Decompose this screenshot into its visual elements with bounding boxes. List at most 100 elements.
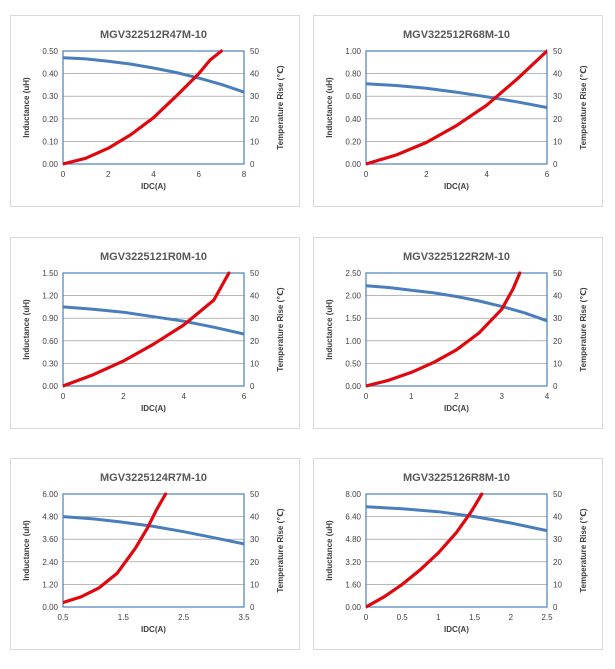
inductance-curve — [63, 515, 244, 546]
y-tick-label: 6.00 — [42, 490, 58, 499]
y2-tick-label: 40 — [553, 513, 562, 522]
y2-axis-label: Temperature Rise (℃) — [276, 508, 285, 593]
y2-tick-label: 0 — [250, 603, 255, 612]
y2-tick-label: 20 — [250, 115, 259, 124]
y-axis-label: Inductance (uH) — [325, 520, 334, 581]
y-tick-label: 4.80 — [42, 513, 58, 522]
y-tick-label: 0.00 — [42, 160, 58, 169]
x-tick-label: 0.5 — [57, 613, 69, 622]
y2-tick-label: 40 — [553, 292, 562, 301]
y2-tick-label: 40 — [553, 70, 562, 79]
y-axis-label: Inductance (uH) — [325, 77, 334, 138]
x-axis-label: IDC(A) — [141, 404, 166, 413]
y2-tick-label: 10 — [250, 580, 259, 589]
chart-svg-5: MGV3225124R7M-10 0.00 1.20 2.40 3.60 4.80 6.00… — [22, 472, 285, 634]
y2-tick-label: 20 — [553, 558, 562, 567]
plot-frame — [365, 50, 548, 165]
y-tick-label: 0.90 — [42, 314, 58, 323]
chart-title: MGV3225122R2M-10 — [403, 251, 510, 263]
y2-tick-label: 50 — [250, 47, 259, 56]
y-tick-label: 0.10 — [42, 137, 58, 146]
chart-svg-2: MGV322512R68M-10 0.00 0.20 0.40 0.60 0.80 1.00… — [325, 29, 588, 191]
x-tick-label: 0 — [364, 170, 369, 179]
y-tick-label: 0.00 — [345, 603, 361, 612]
y2-tick-label: 30 — [250, 535, 259, 544]
y2-axis-label: Temperature Rise (℃) — [579, 508, 588, 593]
x-axis-label: IDC(A) — [444, 404, 469, 413]
y-tick-label: 0.50 — [42, 47, 58, 56]
y-axis-label: Inductance (uH) — [22, 299, 31, 360]
x-axis-label: IDC(A) — [444, 182, 469, 191]
y2-tick-label: 0 — [553, 160, 558, 169]
chart-svg-3: MGV3225121R0M-10 0.00 0.30 0.60 0.90 1.20 1.50… — [22, 251, 285, 413]
inductance-curve — [366, 505, 547, 533]
x-tick-label: 0.5 — [397, 613, 409, 622]
y-tick-label: 0.00 — [42, 382, 58, 391]
y2-tick-label: 30 — [553, 535, 562, 544]
y-tick-label: 3.60 — [42, 535, 58, 544]
x-tick-label: 0 — [364, 613, 369, 622]
x-tick-label: 0 — [364, 392, 369, 401]
y-tick-label: 8.00 — [345, 490, 361, 499]
x-tick-label: 2 — [106, 170, 111, 179]
x-tick-label: 8 — [242, 170, 247, 179]
x-tick-label: 1 — [436, 613, 441, 622]
y-axis-label: Inductance (uH) — [325, 299, 334, 360]
temperature-rise-curve — [63, 271, 231, 388]
y-tick-label: 0.40 — [42, 70, 58, 79]
y-tick-label: 2.50 — [345, 269, 361, 278]
y-tick-label: 0.30 — [42, 92, 58, 101]
y-tick-label: 2.40 — [42, 558, 58, 567]
x-tick-label: 0 — [61, 392, 66, 401]
temperature-rise-curve — [366, 49, 547, 166]
x-tick-label: 2 — [454, 392, 459, 401]
chart-title: MGV3225121R0M-10 — [100, 251, 207, 263]
x-tick-label: 4 — [545, 392, 550, 401]
plot-frame — [365, 493, 548, 608]
x-tick-label: 1 — [409, 392, 414, 401]
x-axis-label: IDC(A) — [141, 625, 166, 634]
y2-tick-label: 50 — [553, 490, 562, 499]
x-tick-label: 4 — [484, 170, 489, 179]
x-axis-label: IDC(A) — [444, 625, 469, 634]
y-tick-label: 0.80 — [345, 70, 361, 79]
x-tick-label: 1.5 — [469, 613, 481, 622]
plot-frame — [62, 493, 245, 608]
y-tick-label: 1.00 — [345, 337, 361, 346]
y2-tick-label: 10 — [553, 580, 562, 589]
y-tick-label: 6.40 — [345, 513, 361, 522]
y-tick-label: 1.00 — [345, 47, 361, 56]
x-tick-label: 3 — [500, 392, 505, 401]
x-tick-label: 2.5 — [541, 613, 553, 622]
y2-axis-label: Temperature Rise (℃) — [579, 287, 588, 372]
plot-frame — [365, 272, 548, 387]
chart-svg-6: MGV3225126R8M-10 0.00 1.60 3.20 4.80 6.40 8.00… — [325, 472, 588, 634]
y-tick-label: 1.20 — [42, 580, 58, 589]
plot-frame — [62, 50, 245, 165]
y2-tick-label: 10 — [250, 359, 259, 368]
chart-panel-5: MGV3225124R7M-10 0.00 1.20 2.40 3.60 4.80 6.00… — [10, 458, 300, 650]
chart-title: MGV322512R68M-10 — [403, 29, 510, 41]
y2-tick-label: 50 — [250, 269, 259, 278]
y-tick-label: 0.00 — [42, 603, 58, 612]
chart-panel-2: MGV322512R68M-10 0.00 0.20 0.40 0.60 0.80 1.00… — [313, 15, 603, 207]
y-tick-label: 1.60 — [345, 580, 361, 589]
y-tick-label: 0.50 — [345, 359, 361, 368]
x-tick-label: 4 — [181, 392, 186, 401]
x-axis-label: IDC(A) — [141, 182, 166, 191]
x-tick-label: 4 — [151, 170, 156, 179]
chart-svg-1: MGV322512R47M-10 0.00 0.10 0.20 0.30 0.40 0.50… — [22, 29, 285, 191]
inductance-curve — [366, 82, 547, 109]
y2-tick-label: 50 — [553, 269, 562, 278]
y-tick-label: 0.40 — [345, 115, 361, 124]
y-tick-label: 0.20 — [345, 137, 361, 146]
y2-tick-label: 50 — [553, 47, 562, 56]
y2-tick-label: 0 — [553, 382, 558, 391]
chart-panel-1: MGV322512R47M-10 0.00 0.10 0.20 0.30 0.40 0.50… — [10, 15, 300, 207]
chart-title: MGV3225124R7M-10 — [100, 472, 207, 484]
x-tick-label: 2 — [509, 613, 514, 622]
chart-svg-4: MGV3225122R2M-10 0.00 0.50 1.00 1.50 2.00 2.50… — [325, 251, 588, 413]
y2-tick-label: 10 — [250, 137, 259, 146]
y2-tick-label: 50 — [250, 490, 259, 499]
y-tick-label: 3.20 — [345, 558, 361, 567]
